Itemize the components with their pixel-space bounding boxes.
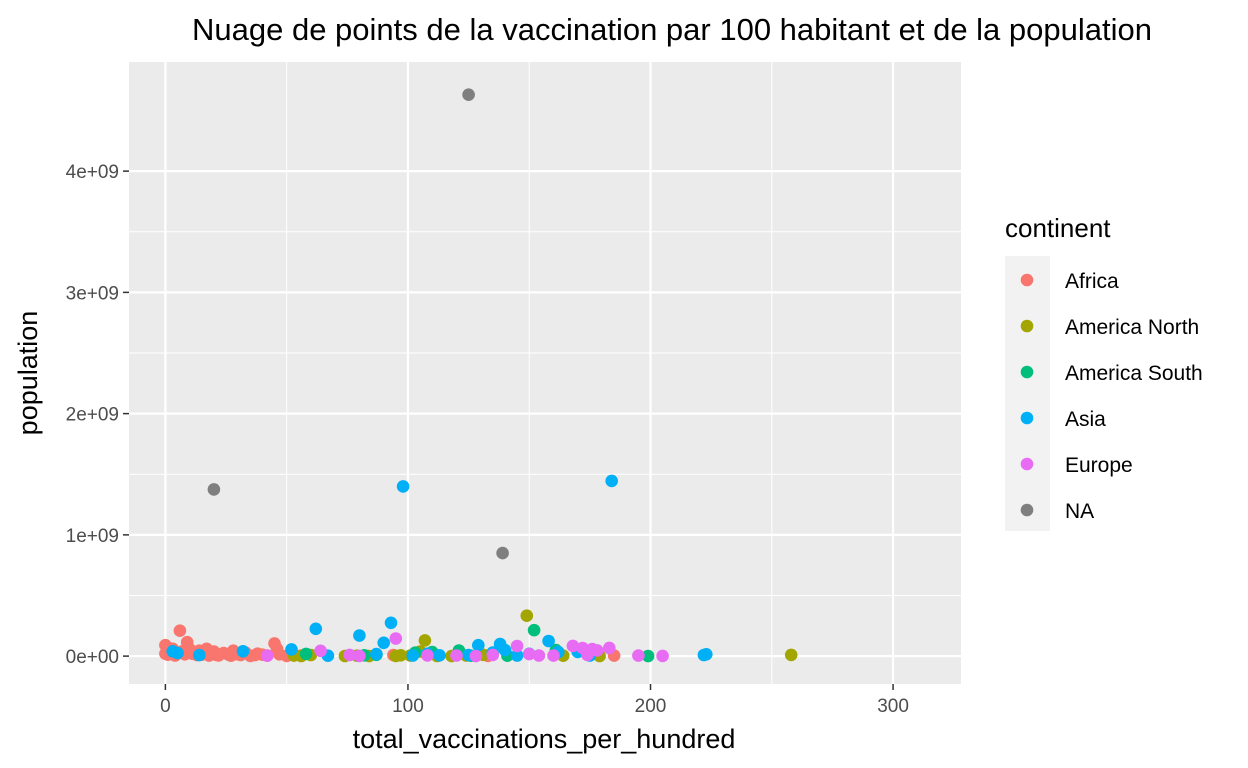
- point-asia: [353, 629, 366, 642]
- legend: continent Africa America North America Sou…: [1005, 213, 1203, 531]
- legend-label: Africa: [1065, 270, 1119, 293]
- legend-label: Asia: [1065, 408, 1106, 431]
- point-asia: [171, 646, 184, 660]
- point-asia: [193, 648, 206, 662]
- y-axis: 0e+00 1e+09 2e+09 3e+09 4e+09: [66, 162, 129, 668]
- legend-key: [1020, 503, 1034, 517]
- legend-key: [1020, 319, 1034, 333]
- point-africa: [173, 624, 187, 637]
- legend-key-background: [1005, 256, 1050, 531]
- point-asia: [377, 636, 391, 650]
- y-axis-title: population: [13, 311, 43, 436]
- point-europe: [450, 649, 463, 662]
- legend-key: [1020, 273, 1034, 287]
- point-europe: [486, 648, 500, 662]
- point-asia: [510, 649, 524, 662]
- y-tick-label: 2e+09: [66, 405, 119, 426]
- point-america-north: [394, 649, 408, 662]
- point-asia: [370, 647, 383, 661]
- point-na: [496, 546, 509, 560]
- point-asia: [406, 649, 420, 662]
- point-europe: [522, 647, 536, 661]
- point-europe: [632, 649, 645, 662]
- point-europe: [389, 632, 403, 645]
- x-tick-label: 200: [635, 696, 667, 717]
- y-tick-label: 4e+09: [66, 162, 119, 183]
- x-tick-label: 300: [877, 696, 909, 717]
- point-america-north: [520, 609, 534, 622]
- chart-title: Nuage de points de la vaccination par 10…: [192, 12, 1152, 47]
- legend-key: [1020, 411, 1034, 425]
- point-europe: [603, 641, 616, 655]
- point-asia: [309, 622, 323, 636]
- point-europe: [656, 649, 669, 663]
- plot-panel: [129, 62, 961, 684]
- y-tick-label: 1e+09: [66, 526, 119, 547]
- point-america-north: [418, 634, 432, 647]
- point-america-north: [784, 648, 798, 662]
- point-asia: [396, 480, 410, 493]
- x-tick-label: 0: [160, 696, 171, 717]
- point-asia: [605, 474, 618, 488]
- legend-key: [1020, 365, 1034, 379]
- x-axis: 0 100 200 300: [160, 684, 909, 717]
- point-europe: [532, 649, 546, 662]
- point-europe: [261, 649, 274, 662]
- legend-items: Africa America North America South Asia Euro…: [1020, 270, 1203, 523]
- legend-label: America South: [1065, 362, 1203, 385]
- point-asia: [433, 649, 446, 662]
- point-america-south: [527, 623, 541, 637]
- minor-gridlines: [129, 62, 961, 684]
- y-tick-label: 3e+09: [66, 283, 119, 304]
- data-points: [159, 88, 798, 663]
- x-tick-label: 100: [392, 696, 424, 717]
- point-na: [207, 483, 221, 496]
- point-europe: [343, 648, 357, 662]
- x-axis-title: total_vaccinations_per_hundred: [353, 724, 736, 754]
- point-europe: [469, 649, 483, 663]
- point-asia: [542, 634, 555, 648]
- point-asia: [700, 648, 713, 661]
- point-europe: [510, 639, 524, 653]
- legend-key: [1020, 457, 1034, 471]
- legend-label: America North: [1065, 316, 1199, 339]
- point-europe: [590, 644, 604, 657]
- point-asia: [236, 645, 250, 658]
- point-asia: [384, 616, 398, 630]
- point-europe: [421, 649, 434, 662]
- legend-title: continent: [1005, 213, 1111, 243]
- point-asia: [285, 643, 298, 656]
- point-na: [462, 88, 475, 101]
- point-america-south: [299, 647, 313, 661]
- y-tick-label: 0e+00: [66, 647, 119, 668]
- legend-label: Europe: [1065, 454, 1133, 477]
- point-europe: [547, 649, 560, 662]
- point-europe: [353, 649, 366, 663]
- point-asia: [472, 638, 485, 652]
- point-europe: [566, 639, 580, 653]
- legend-label: NA: [1065, 500, 1094, 523]
- point-asia: [498, 643, 512, 657]
- point-europe: [314, 644, 327, 658]
- point-america-south: [641, 649, 655, 663]
